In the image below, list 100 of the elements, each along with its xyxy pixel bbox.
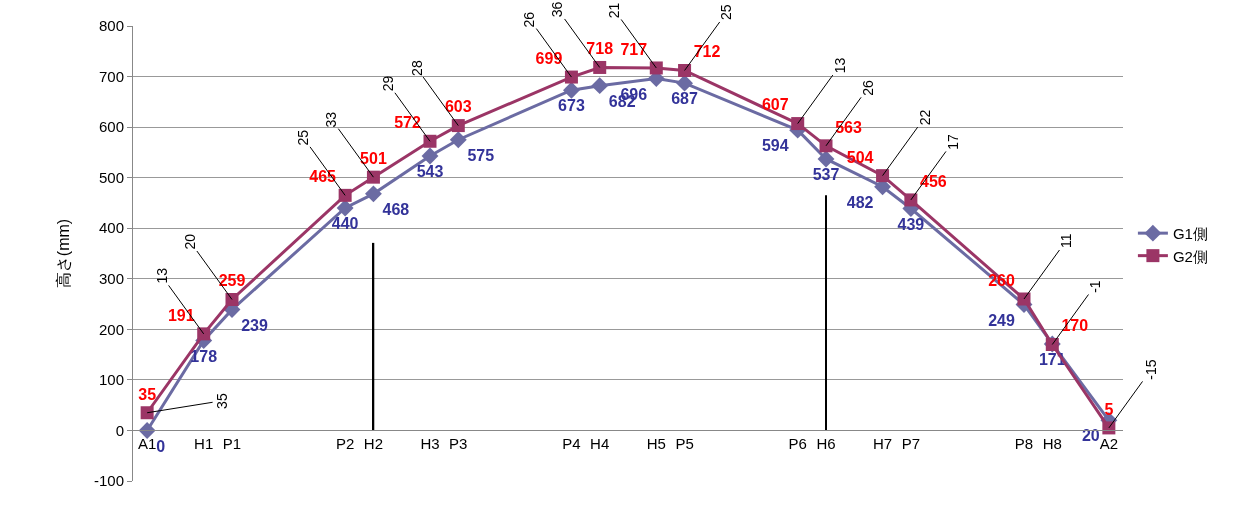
y-tick-label: 600 xyxy=(98,118,124,136)
x-tick-label: P4 xyxy=(562,435,581,453)
x-tick-label: P1 xyxy=(222,435,242,453)
legend-label: G1側 xyxy=(1172,225,1208,242)
annotation: 11 xyxy=(1058,233,1074,248)
y-tick-label: 200 xyxy=(98,320,124,338)
point xyxy=(451,119,465,133)
point xyxy=(449,131,467,149)
data-label: 575 xyxy=(467,146,495,164)
data-label: 456 xyxy=(919,172,947,190)
data-label: 35 xyxy=(138,385,157,403)
annotation: 29 xyxy=(379,75,396,92)
data-label: 563 xyxy=(835,118,862,136)
y-tick-label: 500 xyxy=(98,168,124,186)
annotation: 26 xyxy=(521,11,538,28)
y-tick-label: -100 xyxy=(93,472,124,490)
x-tick-label: H7 xyxy=(872,435,893,453)
x-tick-label: H6 xyxy=(816,435,836,453)
point xyxy=(1017,292,1031,306)
annotation: 20 xyxy=(182,233,199,250)
x-tick-label: H8 xyxy=(1042,435,1062,453)
annotation: 13 xyxy=(832,57,849,74)
x-tick-label: P5 xyxy=(675,435,694,453)
point xyxy=(364,185,382,203)
y-tick-label: 100 xyxy=(98,371,124,389)
y-tick-label: 400 xyxy=(98,219,124,237)
data-label: 249 xyxy=(988,311,1015,329)
point xyxy=(197,327,211,341)
point xyxy=(338,188,352,202)
y-tick-label: 0 xyxy=(115,421,124,439)
annotation: 28 xyxy=(408,60,425,76)
y-axis-title: 高さ(mm) xyxy=(54,218,72,289)
data-label: 673 xyxy=(558,97,585,115)
data-label: 687 xyxy=(671,90,699,108)
legend-label: G2側 xyxy=(1172,247,1208,265)
data-label: 572 xyxy=(394,114,421,132)
x-tick-label: H1 xyxy=(194,435,214,453)
x-tick-label: P7 xyxy=(901,435,921,453)
point xyxy=(140,406,154,420)
annotation: -1 xyxy=(1086,280,1103,293)
point xyxy=(678,63,692,77)
annotation: 36 xyxy=(549,1,566,18)
y-tick-label: 800 xyxy=(98,17,124,35)
data-label: 594 xyxy=(761,137,789,155)
data-label: 504 xyxy=(846,148,874,166)
annotation: 25 xyxy=(718,4,735,21)
point xyxy=(591,77,609,95)
y-tick-label: 700 xyxy=(98,67,124,85)
data-label: 239 xyxy=(241,316,268,334)
annotation: 26 xyxy=(860,80,877,96)
data-label: 482 xyxy=(846,193,874,211)
point xyxy=(423,134,437,148)
annotation: 17 xyxy=(944,133,961,150)
point xyxy=(817,150,835,168)
point xyxy=(819,139,833,153)
data-label: 439 xyxy=(897,215,925,233)
x-tick-label: A1 xyxy=(137,435,157,453)
x-tick-label: P2 xyxy=(335,435,355,453)
annotation: 33 xyxy=(323,111,340,128)
point xyxy=(904,193,918,207)
annotation: 22 xyxy=(916,109,933,126)
y-tick-label: 300 xyxy=(98,270,124,288)
data-label: 603 xyxy=(444,98,472,116)
x-tick-label: H2 xyxy=(363,435,384,453)
point xyxy=(421,147,439,165)
point xyxy=(225,293,239,307)
point xyxy=(876,169,890,183)
data-label: 468 xyxy=(382,200,410,218)
annotation: -15 xyxy=(1142,359,1159,380)
data-label: 259 xyxy=(218,272,246,290)
point xyxy=(564,70,578,84)
data-label: 718 xyxy=(586,40,614,58)
x-tick-label: H4 xyxy=(590,435,610,453)
data-label: 607 xyxy=(761,96,789,114)
data-label: 537 xyxy=(812,166,840,184)
point xyxy=(366,170,380,184)
x-tick-label: A2 xyxy=(1099,435,1119,453)
annotation: 25 xyxy=(294,129,311,146)
data-label: 501 xyxy=(360,150,387,168)
x-tick-label: P3 xyxy=(449,435,468,453)
data-label: 465 xyxy=(309,168,337,186)
data-label: 440 xyxy=(331,215,359,233)
data-label: 699 xyxy=(535,49,563,67)
data-label: 5 xyxy=(1104,400,1114,418)
data-label: 170 xyxy=(1061,317,1089,335)
annotation: 13 xyxy=(153,267,170,284)
x-tick-label: P8 xyxy=(1014,435,1034,453)
x-tick-label: H5 xyxy=(646,435,666,453)
data-label: 712 xyxy=(693,43,721,61)
point xyxy=(791,117,805,131)
point xyxy=(649,61,663,75)
point xyxy=(593,60,607,74)
data-label: 0 xyxy=(156,437,166,455)
point xyxy=(562,81,580,99)
data-label: 543 xyxy=(416,163,444,181)
x-tick-label: P6 xyxy=(788,435,807,453)
annotation: 21 xyxy=(606,2,623,19)
x-tick-label: H3 xyxy=(420,435,440,453)
point xyxy=(336,199,354,217)
annotation: 35 xyxy=(214,393,231,409)
